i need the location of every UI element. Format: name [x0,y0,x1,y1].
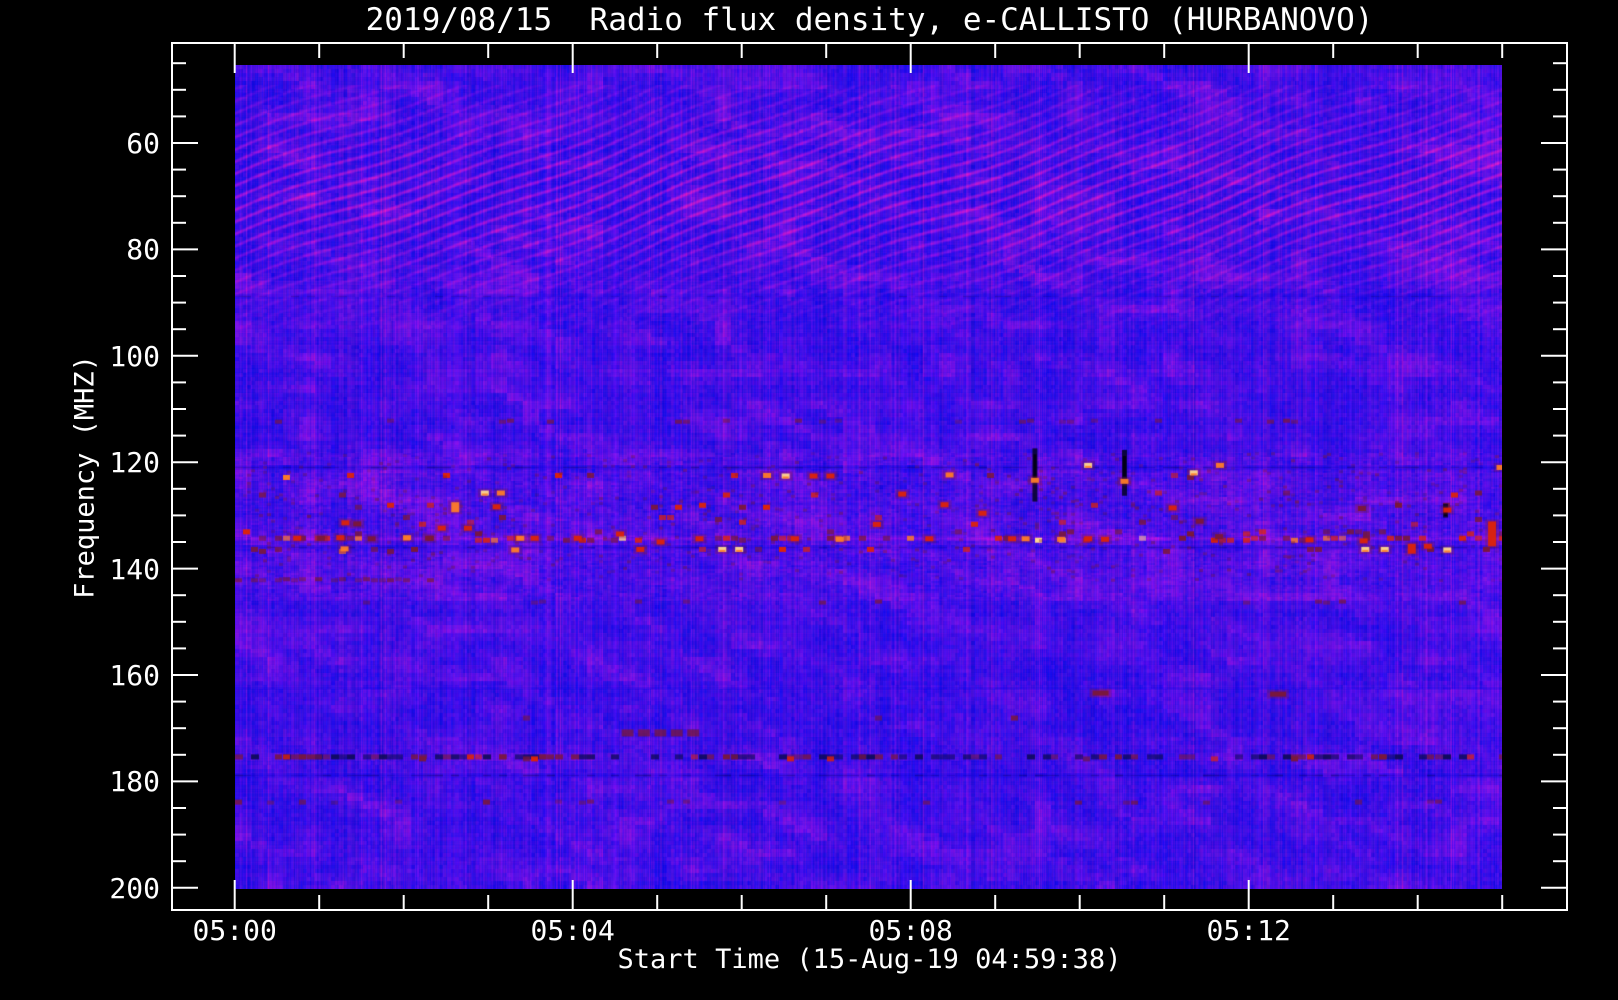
y-tick-label: 80 [126,233,160,267]
y-tick-label: 60 [126,127,160,160]
plot-frame [171,42,1568,911]
spectrogram-image [235,65,1502,889]
x-tick-label: 05:08 [868,914,953,947]
y-tick-label: 160 [109,659,160,692]
y-tick-label: 120 [109,446,160,480]
y-tick-label: 100 [109,339,160,373]
x-tick-label: 05:00 [192,914,277,947]
y-tick-label: 140 [109,552,160,586]
x-tick-label: 05:04 [530,914,615,947]
chart-title: 2019/08/15 Radio flux density, e-CALLIST… [365,2,1374,38]
x-axis-label: Start Time (15-Aug-19 04:59:38) [617,944,1122,975]
y-tick-label: 200 [109,871,160,905]
y-tick-label: 180 [109,765,160,799]
x-tick-label: 05:12 [1206,914,1291,947]
y-axis-label: Frequency (MHZ) [69,355,101,599]
